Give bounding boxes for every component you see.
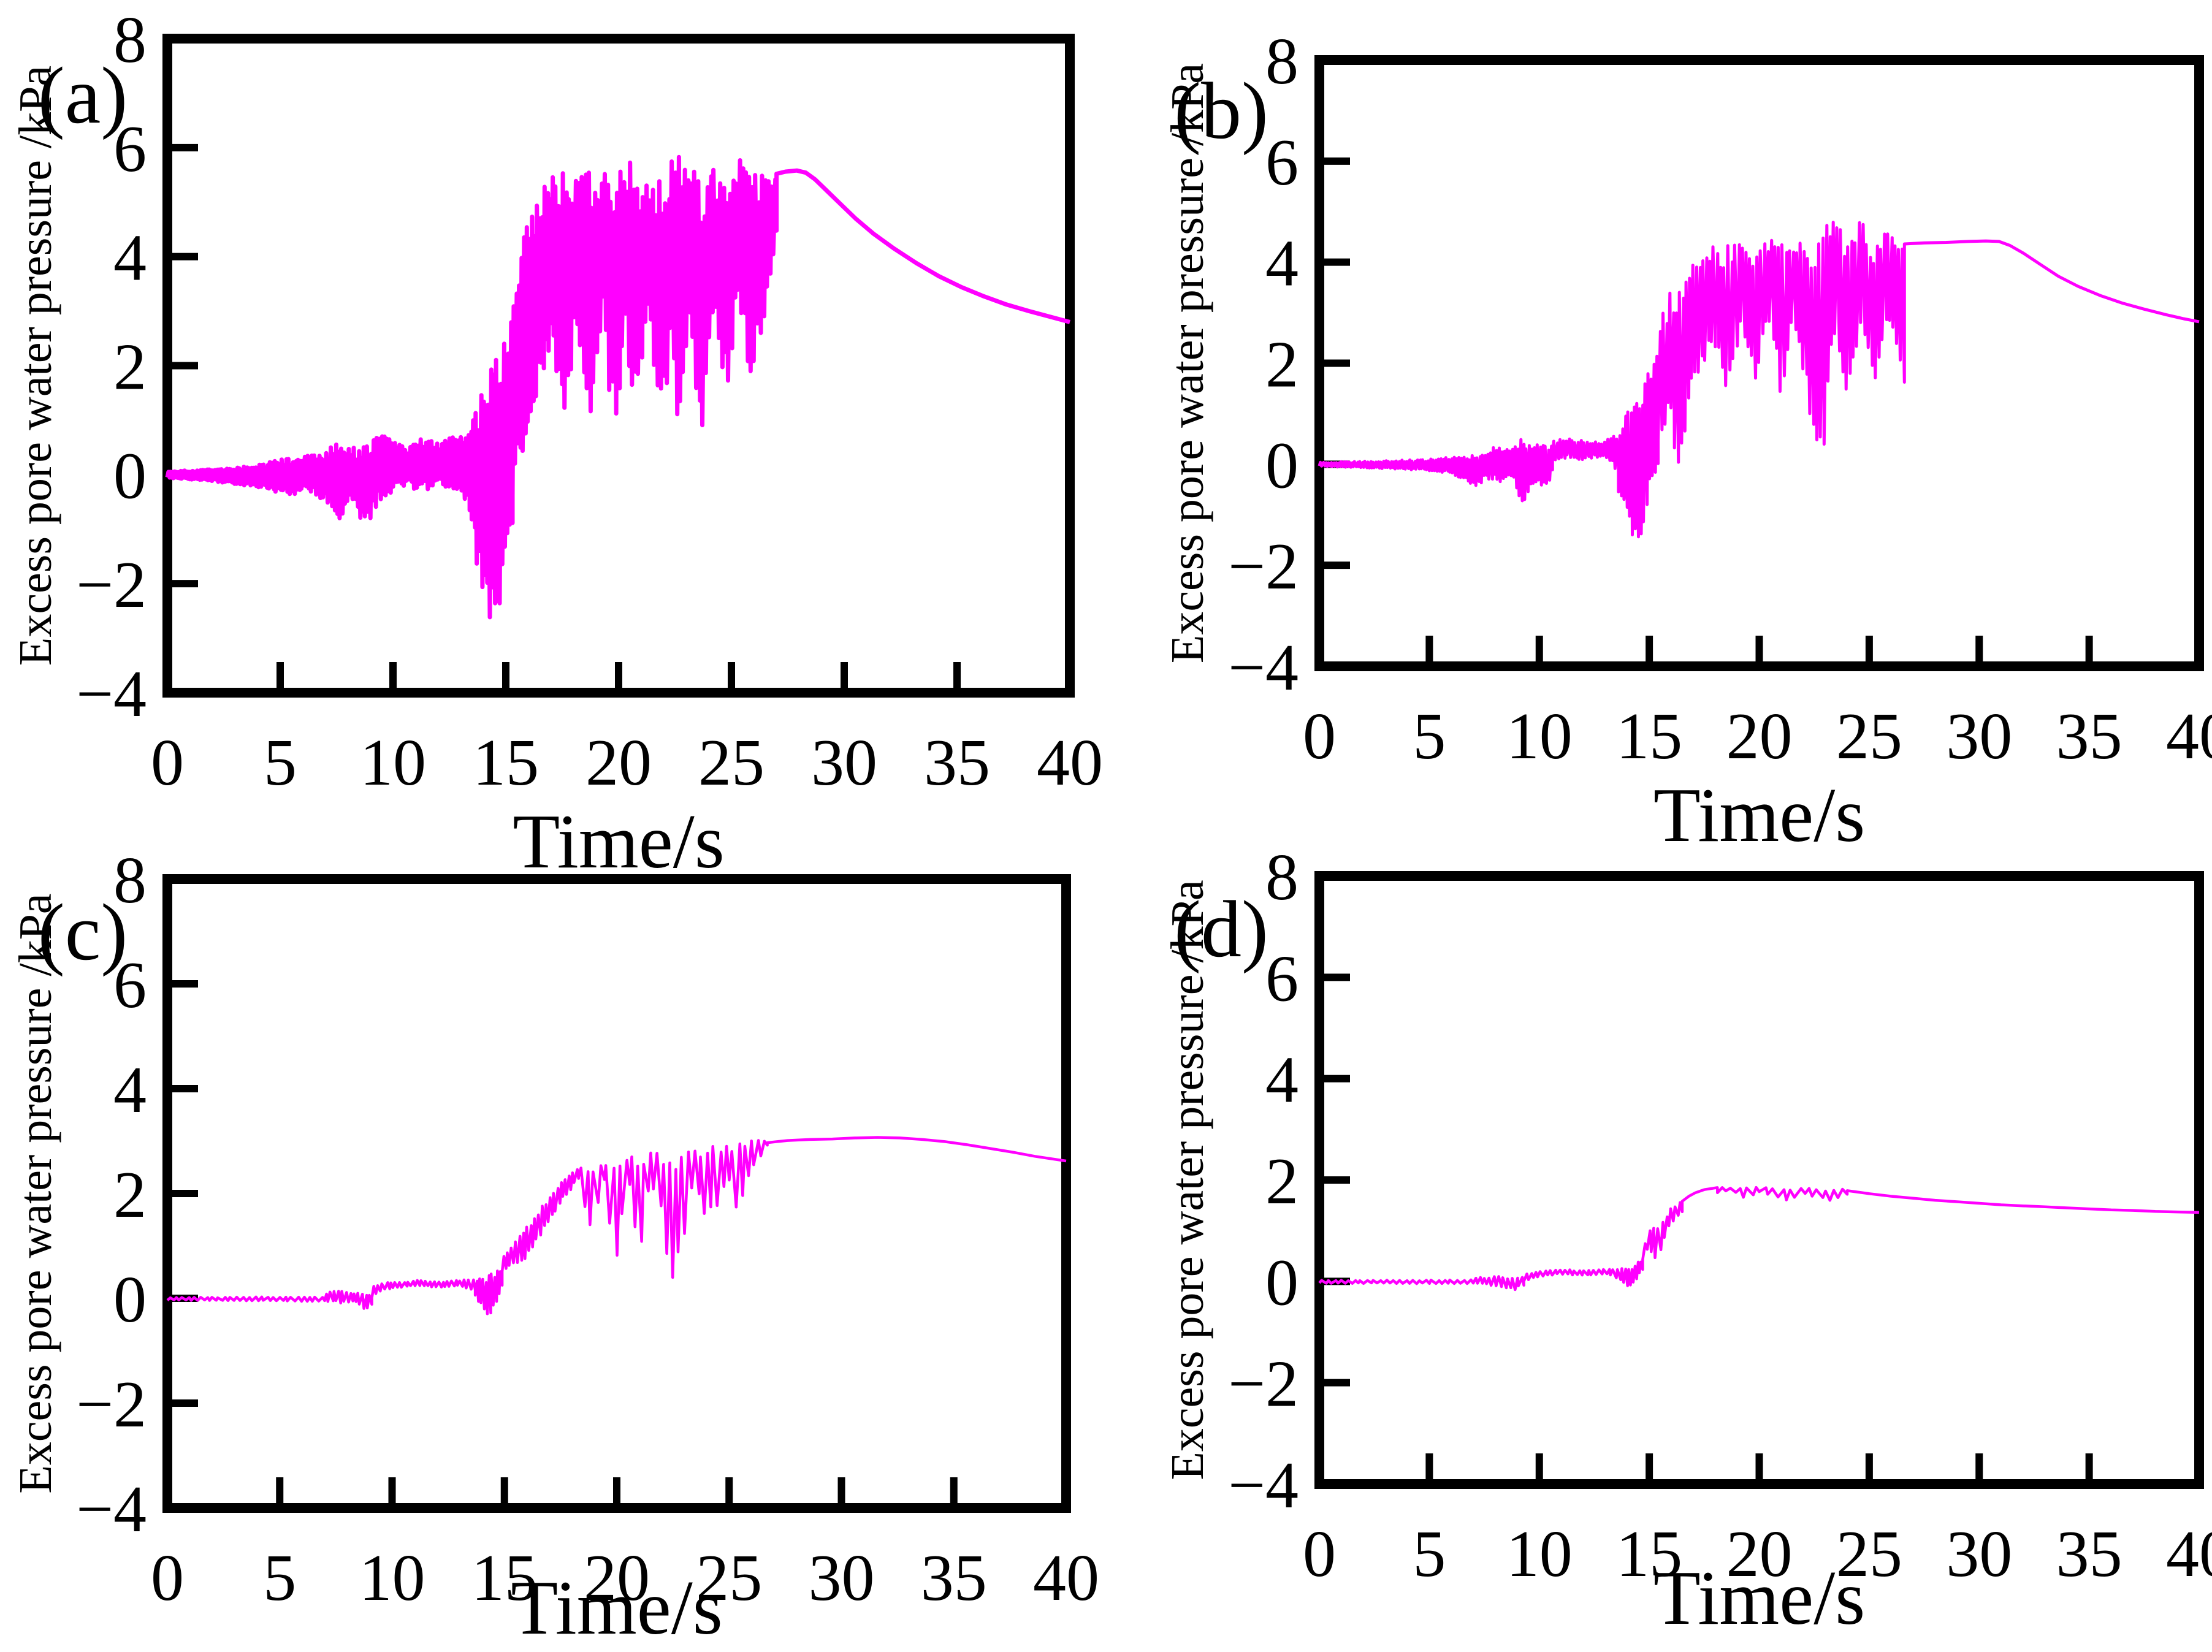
x-tick-label: 5 (263, 1542, 296, 1615)
x-tick-label: 10 (360, 726, 426, 799)
pore-pressure-series (1318, 221, 2200, 539)
y-axis-label: Excess pore water pressure /kPa (1162, 880, 1213, 1480)
plot-box-border (1314, 871, 2204, 1489)
y-tick-label: 4 (113, 1054, 147, 1127)
x-tick-label: 40 (1037, 726, 1103, 799)
y-tick-label: 8 (113, 4, 147, 77)
x-tick-label: 0 (1303, 1518, 1336, 1591)
x-tick-label: 35 (2056, 700, 2122, 773)
x-tick-label: 0 (151, 1542, 184, 1615)
x-tick-label: 30 (1946, 700, 2012, 773)
y-tick-label: 6 (113, 949, 147, 1022)
x-tick-label: 40 (2166, 1518, 2212, 1591)
y-axis-label: Excess pore water pressure /kPa (10, 66, 61, 666)
x-tick-label: 30 (809, 1542, 875, 1615)
x-tick-label: 35 (921, 1542, 987, 1615)
x-tick-label: 15 (473, 726, 539, 799)
x-axis-label: Time/s (513, 799, 725, 885)
x-tick-label: 30 (811, 726, 877, 799)
panel-letter: (a) (38, 50, 128, 140)
plot-box-border (1314, 55, 2204, 671)
y-axis-label: Excess pore water pressure /kPa (1162, 63, 1213, 663)
x-tick-label: 5 (1413, 700, 1446, 773)
pore-pressure-series (166, 1136, 1067, 1315)
x-tick-label: 25 (696, 1542, 762, 1615)
x-tick-label: 10 (1506, 1518, 1573, 1591)
x-tick-label: 10 (1506, 700, 1573, 773)
y-tick-label: 0 (1265, 1246, 1299, 1319)
y-tick-label: 4 (113, 222, 147, 295)
y-tick-label: 0 (1265, 429, 1299, 502)
y-tick-label: −2 (76, 549, 147, 622)
x-tick-label: 10 (359, 1542, 425, 1615)
x-axis-label: Time/s (1653, 773, 1866, 858)
x-tick-label: 15 (471, 1542, 538, 1615)
y-tick-label: 0 (113, 440, 147, 512)
x-tick-label: 25 (698, 726, 765, 799)
y-tick-label: 2 (113, 1159, 147, 1231)
panel-letter: (d) (1174, 884, 1268, 974)
pore-pressure-series (1318, 1186, 2200, 1292)
x-axis-label: Time/s (1653, 1556, 1866, 1641)
y-tick-label: −2 (1228, 530, 1299, 603)
x-tick-label: 5 (1413, 1518, 1446, 1591)
x-tick-label: 15 (1616, 1518, 1682, 1591)
y-tick-label: 8 (1265, 841, 1299, 914)
y-tick-label: 2 (113, 331, 147, 404)
y-tick-label: 6 (1265, 126, 1299, 199)
panel-letter: (b) (1174, 66, 1268, 156)
y-tick-label: 6 (113, 113, 147, 186)
plot-box-border (162, 34, 1075, 698)
y-tick-label: −4 (76, 1473, 147, 1546)
x-tick-label: 40 (2166, 700, 2212, 773)
x-tick-label: 40 (1033, 1542, 1099, 1615)
x-tick-label: 20 (585, 726, 652, 799)
x-tick-label: 5 (264, 726, 297, 799)
y-tick-label: −2 (1228, 1348, 1299, 1421)
x-tick-label: 35 (2056, 1518, 2122, 1591)
y-tick-label: 8 (1265, 25, 1299, 98)
x-tick-label: 0 (151, 726, 184, 799)
y-tick-label: 4 (1265, 1044, 1299, 1117)
x-tick-label: 20 (584, 1542, 650, 1615)
y-tick-label: 0 (113, 1263, 147, 1336)
y-tick-label: 8 (113, 844, 147, 917)
y-tick-label: −2 (76, 1368, 147, 1441)
plot-box-border (162, 874, 1071, 1513)
y-tick-label: −4 (1228, 631, 1299, 704)
y-tick-label: 2 (1265, 329, 1299, 402)
x-tick-label: 0 (1303, 700, 1336, 773)
pore-pressure-series (165, 154, 1070, 620)
x-tick-label: 25 (1836, 700, 1902, 773)
x-tick-label: 35 (924, 726, 990, 799)
x-tick-label: 20 (1726, 700, 1793, 773)
panel-letter: (c) (38, 887, 128, 977)
x-tick-label: 15 (1616, 700, 1682, 773)
x-tick-label: 20 (1726, 1518, 1793, 1591)
x-tick-label: 30 (1946, 1518, 2012, 1591)
x-tick-label: 25 (1836, 1518, 1902, 1591)
y-tick-label: −4 (76, 658, 147, 731)
y-tick-label: 4 (1265, 227, 1299, 300)
x-axis-label: Time/s (511, 1566, 723, 1651)
y-axis-label: Excess pore water pressure /kPa (10, 893, 61, 1493)
y-tick-label: −4 (1228, 1449, 1299, 1522)
y-tick-label: 2 (1265, 1145, 1299, 1218)
y-tick-label: 6 (1265, 942, 1299, 1015)
